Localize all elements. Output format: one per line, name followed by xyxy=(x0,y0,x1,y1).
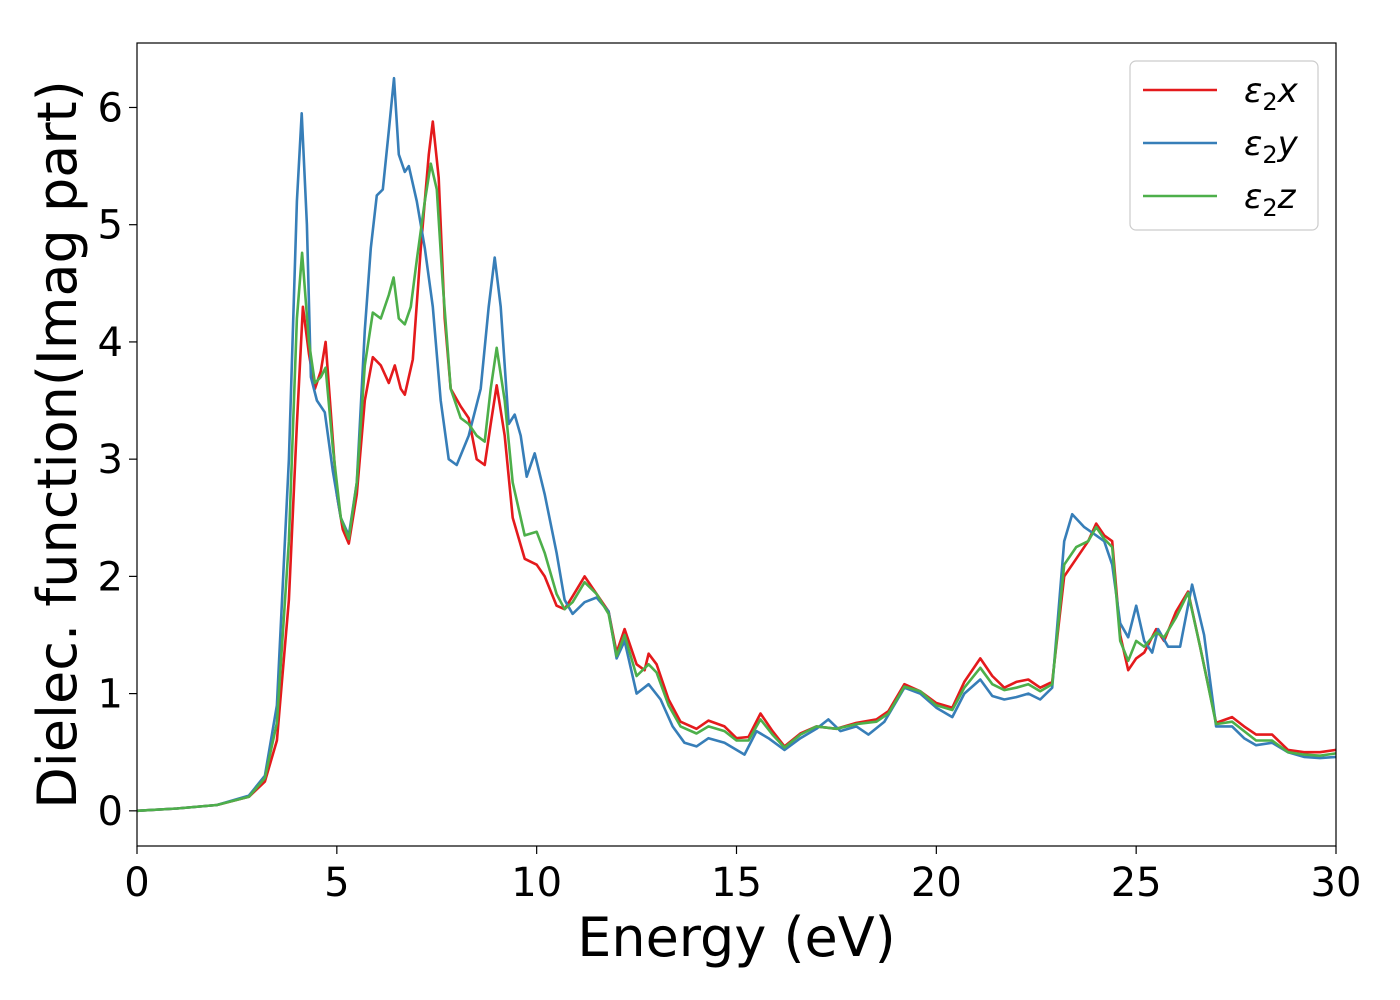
y-tick-label: 3 xyxy=(98,437,123,483)
legend-label-x: ε2x xyxy=(1244,71,1299,116)
y-axis: 0 1 2 3 4 5 6 xyxy=(98,85,137,835)
series-line-y xyxy=(136,76,1337,813)
legend-label-y: ε2y xyxy=(1244,124,1299,169)
y-tick-label: 2 xyxy=(98,554,123,600)
legend-label-z: ε2z xyxy=(1244,177,1297,222)
series-line-z xyxy=(136,162,1337,813)
x-tick-label: 10 xyxy=(511,860,562,906)
x-axis: 0 5 10 15 20 25 30 xyxy=(124,846,1361,906)
series-layer xyxy=(136,76,1337,813)
y-tick-label: 4 xyxy=(98,320,123,366)
x-tick-label: 20 xyxy=(911,860,962,906)
x-tick-label: 15 xyxy=(711,860,762,906)
y-tick-label: 6 xyxy=(98,85,123,131)
y-tick-label: 0 xyxy=(98,789,123,835)
legend-box xyxy=(1129,60,1319,231)
x-tick-label: 5 xyxy=(324,860,349,906)
y-axis-label: Dielec. function(Imag part) xyxy=(26,80,89,809)
x-tick-label: 30 xyxy=(1311,860,1362,906)
x-tick-label: 0 xyxy=(124,860,149,906)
y-tick-label: 1 xyxy=(98,672,123,718)
legend: ε2x ε2y ε2z xyxy=(1129,60,1319,231)
x-axis-label: Energy (eV) xyxy=(577,906,896,969)
y-tick-label: 5 xyxy=(98,203,123,249)
x-tick-label: 25 xyxy=(1111,860,1162,906)
